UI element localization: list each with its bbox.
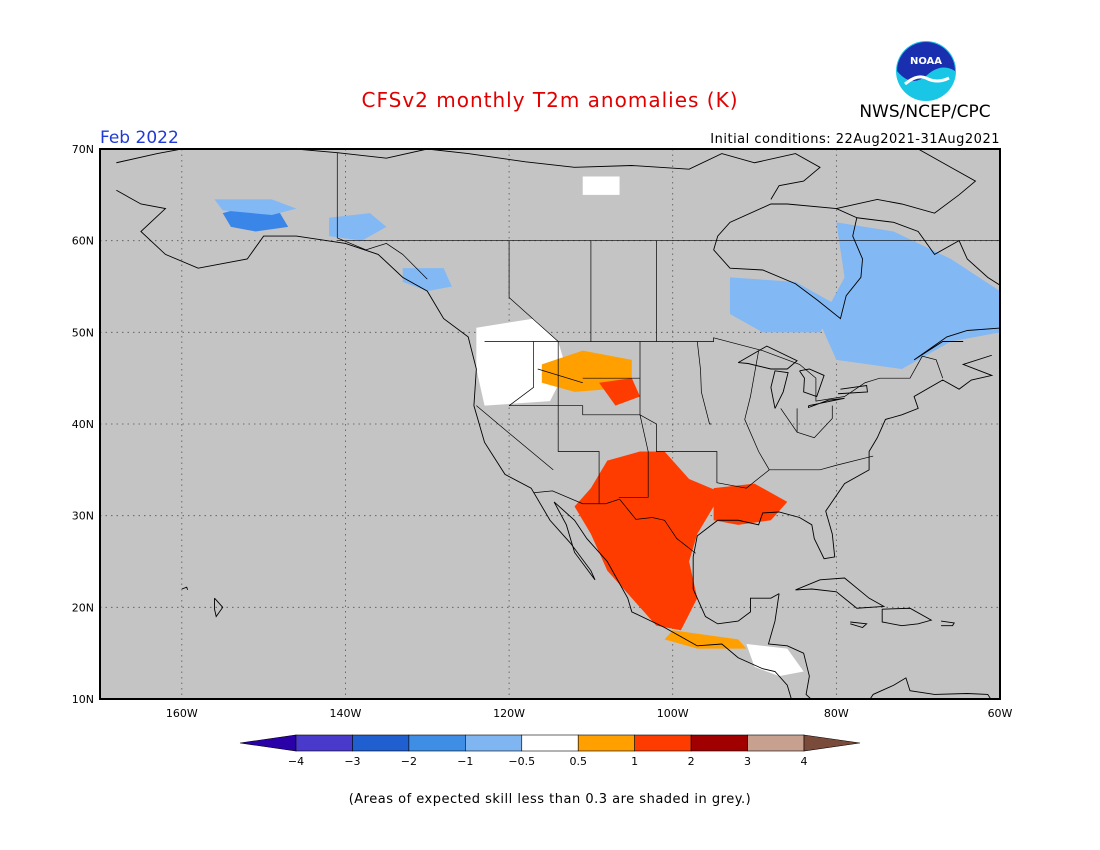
political-boundary (509, 405, 874, 489)
political-boundary (336, 152, 428, 280)
coastline-segment (692, 354, 994, 625)
coastline-segment (116, 189, 792, 699)
map-gridlines (100, 149, 1000, 699)
political-boundary (476, 405, 554, 471)
agency-label: NWS/NCEP/CPC (859, 102, 991, 122)
coastline-segment (737, 345, 798, 370)
coastline-segment (856, 217, 1000, 361)
lat-tick-label: 50N (72, 326, 94, 339)
anomaly-region-southern-mexico (664, 630, 747, 649)
anomaly-region-northern-bc (402, 268, 452, 292)
map-tick-labels: 10N 20N 30N 40N 50N 60N 70N 160W 140W 120W 100W 80W… (72, 143, 1013, 720)
lat-tick-label: 40N (72, 418, 94, 431)
coastline-segment (799, 368, 825, 398)
noaa-logo-text: NOAA (910, 56, 942, 67)
political-boundary (744, 350, 770, 471)
coastline-segment (795, 577, 886, 609)
anomaly-region-southern-plains-mexico (574, 451, 722, 631)
coastline-segment (767, 593, 812, 699)
noaa-logo-top (897, 42, 955, 81)
lon-tick-label: 160W (166, 707, 198, 720)
coastline-segment (881, 607, 933, 627)
coastline-segment (116, 149, 821, 200)
political-boundary (537, 368, 583, 384)
political-boundary (508, 341, 534, 406)
lat-tick-label: 30N (72, 510, 94, 523)
coastline-segment (941, 620, 955, 627)
anomaly-region-yukon-arctic (582, 176, 620, 195)
coastline-segment (1004, 319, 1059, 362)
forecast-month: Feb 2022 (100, 128, 179, 148)
skill-footnote: (Areas of expected skill less than 0.3 a… (348, 792, 752, 807)
coastline-segment (808, 397, 845, 409)
anomaly-region-gulf-coast (713, 483, 788, 525)
coastline-segment (837, 384, 868, 395)
political-boundary (780, 405, 833, 439)
anomaly-region-alaska-interior (214, 199, 297, 215)
political-boundary (696, 341, 712, 425)
political-boundary (508, 240, 559, 342)
anomaly-region-yukon (329, 213, 387, 241)
lon-tick-label: 100W (657, 707, 689, 720)
political-boundary (533, 490, 696, 554)
map-title: CFSv2 monthly T2m anomalies (K) (361, 88, 739, 112)
lat-tick-label: 10N (72, 693, 94, 706)
lon-tick-label: 140W (330, 707, 362, 720)
coastline-segment (836, 149, 977, 214)
anomaly-region-wyoming (599, 378, 640, 406)
lat-tick-label: 70N (72, 143, 94, 156)
lat-tick-label: 60N (72, 235, 94, 248)
coastlines (116, 149, 1059, 699)
coastline-segment (713, 203, 864, 320)
lon-tick-label: 80W (824, 707, 849, 720)
political-boundary (484, 337, 944, 402)
political-boundary (557, 341, 600, 504)
anomaly-region-hudson-bay-lowlands (730, 277, 837, 333)
political-boundary (618, 341, 649, 498)
coastline-segment (869, 677, 992, 699)
initial-conditions: Initial conditions: 22Aug2021-31Aug2021 (710, 132, 1000, 147)
noaa-logo-bird (904, 75, 950, 86)
lon-tick-label: 60W (988, 707, 1013, 720)
map-frame (99, 148, 1001, 700)
lat-tick-label: 20N (72, 601, 94, 614)
coastline-segment (850, 621, 868, 629)
coastline-segment (214, 597, 224, 618)
noaa-logo: NOAA (896, 41, 956, 101)
anomaly-region-pacific-northwest (476, 318, 567, 406)
anomaly-regions (214, 176, 1000, 677)
coastline-segment (770, 370, 789, 409)
lon-tick-label: 120W (493, 707, 525, 720)
coastline-segment (181, 586, 188, 591)
anomaly-region-quebec-labrador (820, 222, 1000, 369)
